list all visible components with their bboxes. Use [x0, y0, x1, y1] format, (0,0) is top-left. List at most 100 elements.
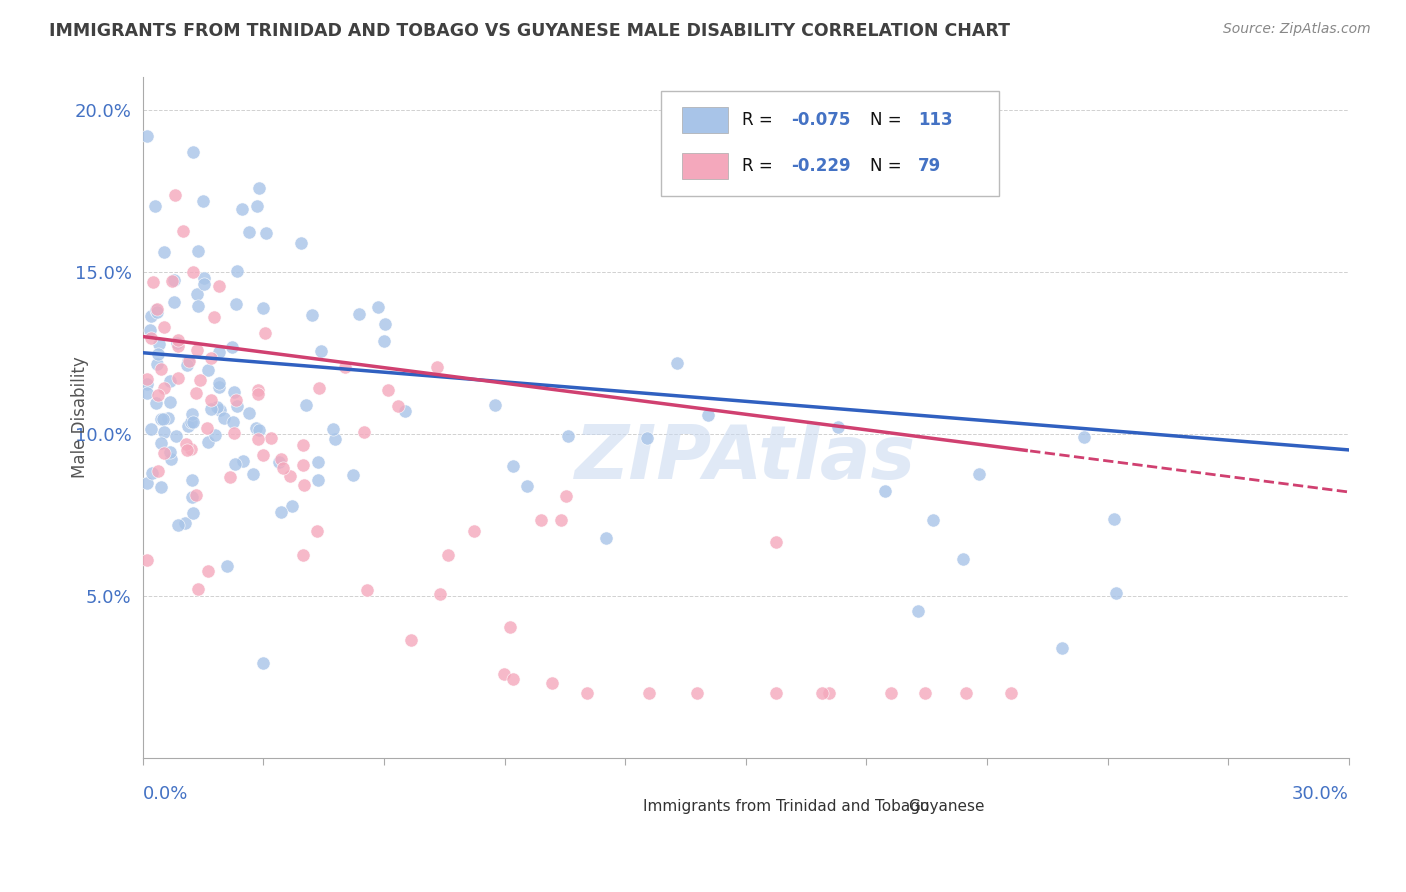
Point	[254, 227, 277, 241]
Point	[238, 406, 260, 420]
Point	[666, 356, 689, 370]
Point	[242, 467, 264, 481]
Point	[307, 455, 329, 469]
Point	[167, 339, 190, 353]
Point	[516, 478, 538, 492]
Point	[247, 383, 270, 397]
Point	[139, 309, 162, 323]
Point	[135, 376, 157, 391]
Point	[183, 145, 205, 160]
Point	[502, 672, 524, 686]
Point	[322, 422, 344, 436]
Point	[246, 387, 269, 401]
Point	[540, 676, 562, 690]
Point	[143, 199, 166, 213]
Point	[160, 451, 183, 466]
Point	[921, 513, 943, 527]
Point	[967, 467, 990, 482]
Point	[1000, 686, 1022, 700]
Point	[193, 277, 215, 292]
Point	[146, 305, 169, 319]
Text: IMMIGRANTS FROM TRINIDAD AND TOBAGO VS GUYANESE MALE DISABILITY CORRELATION CHAR: IMMIGRANTS FROM TRINIDAD AND TOBAGO VS G…	[49, 22, 1010, 40]
Text: 30.0%: 30.0%	[1292, 785, 1348, 803]
Point	[150, 480, 173, 494]
Point	[222, 416, 245, 430]
Point	[135, 553, 157, 567]
Point	[292, 438, 315, 452]
Text: Immigrants from Trinidad and Tobago: Immigrants from Trinidad and Tobago	[644, 799, 929, 814]
Point	[159, 395, 181, 409]
Point	[135, 372, 157, 386]
Point	[367, 301, 389, 315]
Point	[163, 273, 186, 287]
Point	[955, 686, 977, 700]
Point	[875, 483, 897, 498]
Point	[342, 467, 364, 482]
Point	[176, 443, 198, 458]
Point	[224, 426, 246, 441]
Text: 79: 79	[918, 157, 942, 175]
Point	[162, 274, 184, 288]
Point	[197, 565, 219, 579]
Point	[148, 337, 170, 351]
Point	[295, 398, 318, 412]
Point	[186, 287, 208, 301]
Point	[193, 194, 215, 209]
Point	[188, 373, 211, 387]
Point	[181, 506, 204, 520]
Point	[253, 326, 276, 340]
Point	[323, 432, 346, 446]
Point	[278, 469, 301, 483]
Point	[152, 319, 174, 334]
Point	[186, 488, 208, 502]
Point	[550, 513, 572, 527]
Text: R =: R =	[742, 157, 778, 175]
Point	[292, 458, 315, 472]
Point	[153, 245, 176, 260]
Point	[224, 384, 246, 399]
Point	[163, 295, 186, 310]
Text: 113: 113	[918, 112, 953, 129]
Point	[269, 455, 291, 469]
FancyBboxPatch shape	[661, 91, 1000, 196]
Point	[394, 404, 416, 418]
Point	[174, 437, 197, 451]
Point	[554, 490, 576, 504]
Point	[307, 473, 329, 487]
Point	[290, 236, 312, 251]
Point	[225, 392, 247, 407]
Point	[214, 411, 236, 425]
Point	[280, 499, 302, 513]
Point	[153, 446, 176, 460]
Point	[399, 633, 422, 648]
Point	[232, 454, 254, 468]
Point	[827, 420, 849, 434]
Point	[305, 524, 328, 539]
Point	[530, 513, 553, 527]
Point	[187, 299, 209, 313]
Point	[187, 244, 209, 259]
Point	[177, 353, 200, 368]
Point	[202, 310, 225, 325]
Bar	[866, 797, 897, 817]
Point	[166, 518, 188, 533]
Point	[387, 399, 409, 413]
Point	[204, 427, 226, 442]
Point	[374, 318, 396, 332]
Point	[463, 524, 485, 539]
Point	[149, 412, 172, 426]
Text: Male Disability: Male Disability	[72, 357, 89, 478]
Point	[208, 376, 231, 390]
Point	[292, 548, 315, 562]
Point	[696, 408, 718, 422]
Point	[146, 302, 169, 317]
Point	[142, 276, 165, 290]
Point	[146, 347, 169, 361]
Point	[177, 353, 200, 368]
Point	[186, 386, 208, 401]
Point	[685, 686, 707, 700]
Point	[219, 469, 242, 483]
Text: 0.0%: 0.0%	[143, 785, 188, 803]
Point	[195, 420, 218, 434]
Point	[165, 428, 187, 442]
